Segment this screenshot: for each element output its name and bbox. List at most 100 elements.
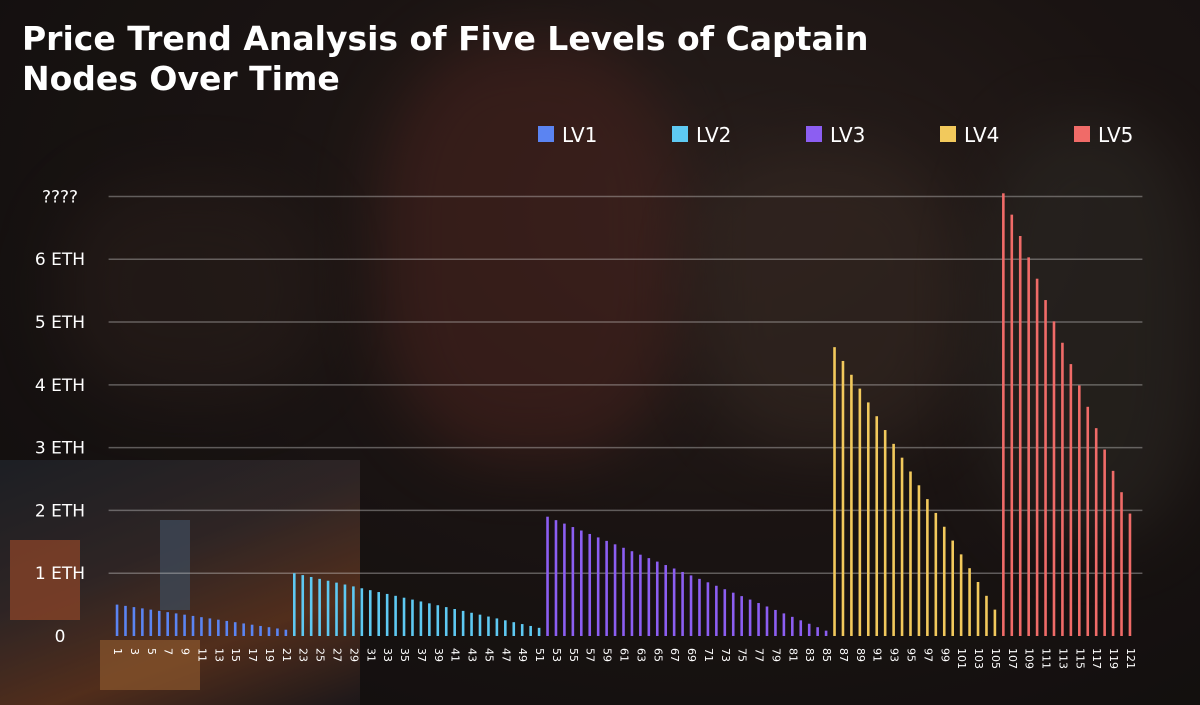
bar	[1103, 449, 1106, 636]
x-tick-label: 61	[618, 648, 631, 662]
city-art	[100, 640, 200, 690]
x-tick-label: 85	[820, 648, 833, 662]
x-tick-label: 89	[854, 648, 867, 662]
bar	[309, 576, 313, 636]
x-tick-label: 7	[162, 648, 175, 655]
bar	[807, 623, 811, 636]
y-tick-label: 3 ETH	[35, 439, 85, 459]
bar	[276, 628, 279, 636]
bar	[242, 623, 245, 636]
bar	[436, 605, 440, 636]
bar	[883, 430, 887, 636]
x-tick-label: 87	[837, 648, 850, 662]
x-tick-label: 47	[499, 648, 512, 662]
legend-label: LV4	[964, 123, 999, 147]
x-tick-label: 111	[1040, 648, 1053, 669]
bar	[301, 575, 305, 636]
bar	[487, 616, 490, 636]
x-tick-label: 33	[381, 648, 394, 662]
x-tick-label: 11	[195, 648, 208, 662]
bar	[419, 601, 423, 636]
x-tick-label: 99	[938, 648, 951, 662]
x-tick-label: 91	[871, 648, 884, 662]
bar	[217, 619, 220, 636]
bar	[968, 568, 971, 636]
x-tick-label: 55	[567, 648, 580, 662]
x-tick-label: 1	[111, 648, 124, 655]
bar	[588, 533, 592, 636]
x-tick-label: 81	[786, 648, 799, 662]
y-tick-label: 5 ETH	[35, 313, 85, 333]
bar	[1035, 278, 1039, 636]
x-tick-label: 53	[550, 648, 563, 662]
bar	[748, 599, 752, 636]
x-tick-label: 103	[972, 648, 985, 669]
bar	[1094, 428, 1098, 636]
bar	[326, 580, 330, 636]
bar	[1044, 300, 1047, 636]
bar	[1018, 235, 1022, 636]
bar	[225, 620, 229, 636]
bar	[816, 627, 819, 636]
city-art	[10, 540, 80, 620]
legend-label: LV5	[1098, 123, 1133, 147]
bar	[672, 568, 676, 636]
bar	[782, 613, 786, 636]
x-tick-label: 13	[212, 648, 225, 662]
bar	[293, 573, 296, 636]
bar	[411, 599, 414, 636]
bar	[444, 607, 448, 636]
bar	[833, 347, 836, 636]
x-tick-label: 43	[466, 648, 479, 662]
x-tick-label: 65	[651, 648, 664, 662]
x-tick-label: 73	[719, 648, 732, 662]
bar	[1128, 513, 1132, 636]
bar	[841, 360, 845, 636]
x-tick-label: 75	[736, 648, 749, 662]
x-tick-label: 69	[685, 648, 698, 662]
x-tick-label: 5	[145, 648, 158, 655]
x-tick-label: 83	[803, 648, 816, 662]
bar	[1027, 257, 1030, 636]
bar	[799, 620, 803, 636]
bar	[647, 558, 651, 636]
bar	[1002, 193, 1005, 636]
bar	[368, 590, 372, 636]
bar	[1078, 385, 1081, 636]
bar	[512, 622, 516, 636]
bar	[360, 588, 364, 636]
bar	[504, 620, 507, 636]
x-tick-label: 3	[128, 648, 141, 655]
x-tick-label: 27	[331, 648, 344, 662]
bar	[267, 627, 271, 636]
bar	[166, 612, 169, 636]
legend-label: LV3	[830, 123, 865, 147]
x-tick-label: 113	[1056, 648, 1069, 669]
x-tick-label: 51	[533, 648, 546, 662]
bar	[934, 512, 938, 636]
y-tick-label: 4 ETH	[35, 376, 85, 396]
bar	[706, 582, 710, 636]
y-tick-label: 0	[55, 627, 66, 647]
bar	[1111, 470, 1115, 636]
bg-blur	[700, 150, 960, 450]
bar	[613, 544, 617, 636]
bar	[824, 630, 828, 636]
x-tick-label: 79	[769, 648, 782, 662]
bar	[1120, 492, 1123, 636]
y-tick-label: 2 ETH	[35, 501, 85, 521]
bar	[208, 618, 212, 636]
x-tick-label: 21	[280, 648, 293, 662]
bar	[959, 554, 963, 636]
x-tick-label: 39	[432, 648, 445, 662]
legend-swatch	[538, 126, 554, 142]
y-tick-label: 1 ETH	[35, 564, 85, 584]
bar	[757, 603, 760, 636]
bar	[115, 604, 119, 636]
bar	[698, 578, 701, 636]
bar	[866, 402, 870, 636]
bar	[892, 443, 895, 636]
bar	[453, 608, 456, 636]
